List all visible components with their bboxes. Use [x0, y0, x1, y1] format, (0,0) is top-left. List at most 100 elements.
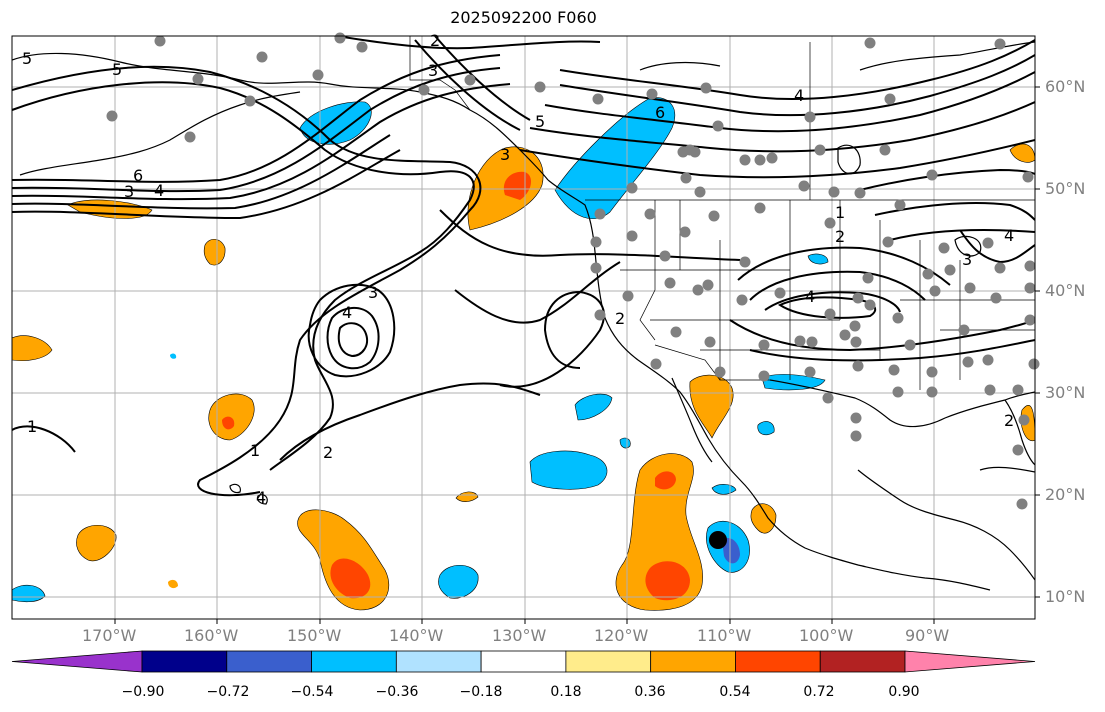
- colorbar-tick-label: −0.54: [290, 684, 334, 700]
- station-marker: [644, 208, 656, 220]
- station-marker: [1024, 282, 1036, 294]
- station-marker: [774, 287, 786, 299]
- contour-label: 1: [835, 203, 845, 222]
- contour-label: 2: [323, 443, 333, 462]
- station-marker: [944, 264, 956, 276]
- colorbar-segment: [141, 650, 228, 673]
- colorbar-tick-label: −0.36: [375, 684, 419, 700]
- positive-anomaly-region: [503, 171, 532, 200]
- station-marker: [670, 326, 682, 338]
- lat-label: 40°N: [1045, 281, 1086, 300]
- station-marker: [929, 285, 941, 297]
- station-marker: [334, 32, 346, 44]
- station-marker: [926, 386, 938, 398]
- station-marker: [626, 182, 638, 194]
- station-markers: [106, 32, 1040, 510]
- station-marker: [854, 187, 866, 199]
- station-marker: [356, 41, 368, 53]
- negative-anomaly-region: [529, 450, 608, 490]
- lon-label: 90°W: [905, 626, 950, 645]
- station-marker: [828, 186, 840, 198]
- station-marker: [990, 292, 1002, 304]
- station-marker: [904, 339, 916, 351]
- contour-label: 3: [124, 182, 134, 201]
- colorbar-tick-label: −0.72: [206, 684, 250, 700]
- station-marker: [1028, 358, 1040, 370]
- positive-anomaly-region: [168, 579, 178, 589]
- station-marker: [736, 294, 748, 306]
- station-marker: [700, 82, 712, 94]
- station-marker: [106, 110, 118, 122]
- negative-anomaly-region: [757, 421, 775, 436]
- lon-label: 160°W: [184, 626, 239, 645]
- station-marker: [154, 35, 166, 47]
- positive-anomaly-region: [203, 239, 226, 266]
- station-marker: [850, 412, 862, 424]
- station-marker: [824, 308, 836, 320]
- station-marker: [824, 217, 836, 229]
- station-marker: [922, 268, 934, 280]
- negative-anomaly-region: [574, 393, 613, 421]
- station-marker: [692, 284, 704, 296]
- station-marker: [852, 360, 864, 372]
- station-marker: [679, 226, 691, 238]
- lat-label: 60°N: [1045, 77, 1086, 96]
- colorbar-tick-label: 0.72: [803, 684, 835, 700]
- positive-anomaly-region: [1009, 143, 1035, 163]
- negative-anomaly-region: [711, 484, 737, 495]
- station-marker: [659, 250, 671, 262]
- station-marker: [962, 356, 974, 368]
- station-marker: [714, 366, 726, 378]
- contour-label: 2: [835, 227, 845, 246]
- colorbar-tick-label: 0.54: [719, 684, 751, 700]
- station-marker: [704, 336, 716, 348]
- station-marker: [852, 292, 864, 304]
- station-marker: [739, 154, 751, 166]
- map-title: 2025092200 F060: [450, 8, 597, 27]
- negative-anomaly-region: [438, 564, 479, 599]
- contour-label: 4: [154, 181, 164, 200]
- contour-label: 3: [428, 61, 438, 80]
- station-marker: [758, 339, 770, 351]
- station-marker: [418, 84, 430, 96]
- positive-anomaly-region: [208, 393, 255, 441]
- station-marker: [938, 242, 950, 254]
- station-marker: [712, 120, 724, 132]
- lon-label: 170°W: [82, 626, 137, 645]
- lon-label: 100°W: [799, 626, 854, 645]
- lon-label: 140°W: [389, 626, 444, 645]
- positive-anomaly-region: [12, 335, 53, 361]
- station-marker: [864, 37, 876, 49]
- positive-anomaly-region: [689, 374, 734, 439]
- contour-label: 2: [615, 309, 625, 328]
- station-marker: [994, 38, 1006, 50]
- shaded-field-layer: [12, 97, 1035, 611]
- positive-anomaly-region: [645, 561, 690, 601]
- station-marker: [694, 186, 706, 198]
- station-marker: [594, 309, 606, 321]
- contour-label: 1: [250, 441, 260, 460]
- station-marker: [892, 312, 904, 324]
- station-marker: [958, 324, 970, 336]
- negative-anomaly-region: [722, 537, 740, 564]
- station-marker: [677, 146, 689, 158]
- colorbar-tick-label: −0.18: [459, 684, 503, 700]
- station-marker: [888, 364, 900, 376]
- station-marker: [754, 202, 766, 214]
- contour-label: 4: [794, 86, 804, 105]
- station-marker: [804, 366, 816, 378]
- axis-ticks: [114, 86, 1040, 624]
- station-marker: [850, 430, 862, 442]
- negative-anomaly-region: [170, 353, 177, 359]
- station-marker: [622, 290, 634, 302]
- colorbar-segment: [819, 650, 906, 673]
- station-marker: [590, 262, 602, 274]
- station-marker: [862, 272, 874, 284]
- contour-label: 2: [430, 31, 440, 50]
- station-marker: [708, 210, 720, 222]
- lat-label: 50°N: [1045, 179, 1086, 198]
- station-marker: [822, 392, 834, 404]
- station-marker: [1024, 314, 1036, 326]
- station-marker: [184, 131, 196, 143]
- station-marker: [814, 144, 826, 156]
